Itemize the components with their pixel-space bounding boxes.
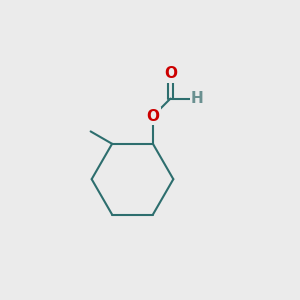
Text: H: H [190,91,203,106]
Text: O: O [146,109,159,124]
Text: O: O [164,66,177,81]
